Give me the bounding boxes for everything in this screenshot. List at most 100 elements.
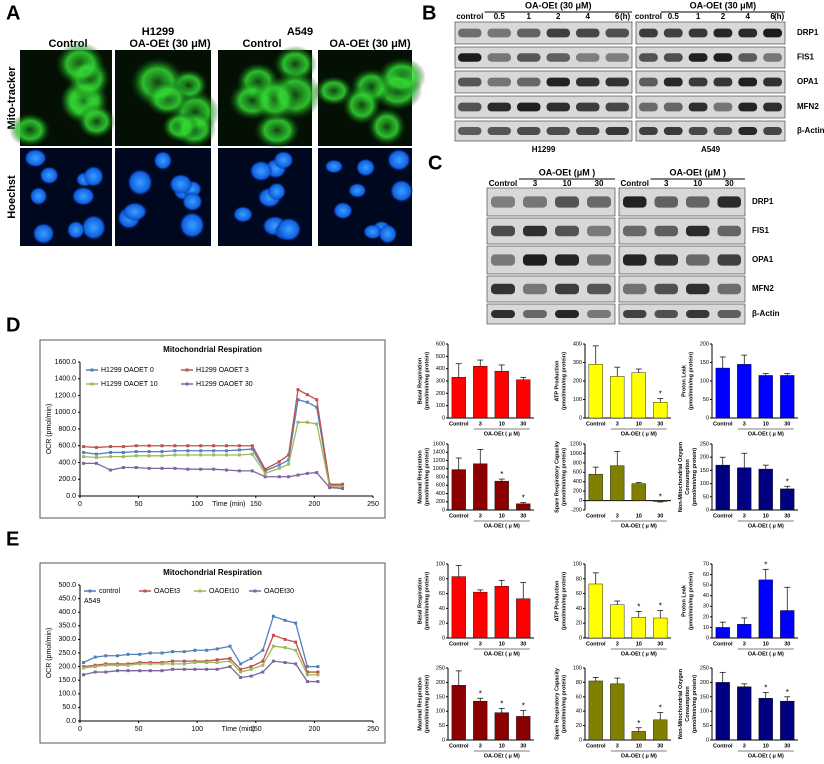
- blot-band: [639, 28, 658, 38]
- bar: [494, 480, 509, 511]
- x-tick-label: 10: [763, 743, 769, 749]
- blot-band: [546, 102, 570, 112]
- blot-band: [717, 254, 741, 266]
- point: [215, 647, 219, 651]
- x-tick-label: 10: [636, 641, 642, 647]
- nucleus: [24, 148, 47, 168]
- x-axis-label: OA-OEt ( μ M): [621, 753, 657, 759]
- point: [249, 674, 253, 678]
- point: [296, 398, 300, 402]
- blot-band: [517, 77, 541, 87]
- protein-label: β-Actin: [752, 309, 780, 318]
- bar: [473, 700, 488, 741]
- bar: [737, 467, 752, 511]
- y-tick-label: 200: [436, 680, 445, 686]
- y-axis-label: (pmol/min/mg protein): [561, 675, 567, 733]
- lane-label: 10: [693, 179, 702, 188]
- nucleus: [355, 158, 376, 177]
- legend-label: OAOEt30: [264, 588, 294, 595]
- legend-swatch: [185, 368, 189, 372]
- point: [315, 398, 319, 402]
- bar: [758, 579, 773, 639]
- y-axis-label: Spare Respiratory Capacity: [554, 440, 560, 513]
- point: [294, 648, 298, 652]
- blot-strip: [454, 120, 633, 142]
- y-axis-label: Proton Leak: [681, 364, 687, 397]
- y-tick-label: 200: [436, 391, 445, 397]
- x-axis-label: OA-OEt ( μ M): [621, 523, 657, 529]
- point: [126, 652, 130, 656]
- treatment-label: OA-OEt (30 μM): [525, 0, 592, 10]
- protein-label: DRP1: [752, 197, 774, 206]
- blot-band: [555, 196, 579, 208]
- y-tick-label: 1000.0: [55, 409, 77, 416]
- blot-band: [458, 127, 482, 135]
- nucleus: [249, 160, 273, 182]
- nucleus: [39, 166, 60, 185]
- point: [173, 444, 177, 448]
- y-axis-label: Basal Respiration: [417, 577, 423, 624]
- blot-band: [587, 196, 611, 208]
- blot-strip: [486, 303, 616, 325]
- y-tick-label: 200: [700, 680, 709, 686]
- y-tick-label: 800: [573, 460, 582, 466]
- micrograph: [9, 41, 116, 147]
- y-tick-label: 150: [700, 468, 709, 474]
- significance-marker: *: [786, 477, 789, 486]
- y-tick-label: 600: [436, 341, 445, 347]
- point: [237, 444, 241, 448]
- protein-label: FIS1: [752, 226, 769, 235]
- y-axis-label: Non-Mitochondrial Oxygen: [678, 668, 684, 739]
- y-tick-label: 40: [576, 709, 582, 715]
- y-tick-label: 1200.0: [55, 392, 77, 399]
- bar: [516, 379, 531, 419]
- mitochondria: [314, 75, 354, 107]
- point: [171, 662, 175, 666]
- mitochondria: [55, 41, 106, 87]
- y-axis-label: ATP Production: [554, 360, 560, 402]
- blot-band: [738, 53, 758, 62]
- y-tick-label: 450.0: [58, 595, 76, 602]
- y-axis-label: Maximal Respiration: [417, 450, 423, 504]
- mitochondria: [254, 111, 301, 149]
- bar: [737, 364, 752, 419]
- y-tick-label: 80: [576, 576, 582, 582]
- x-tick-label: 30: [520, 641, 526, 647]
- bar: [780, 375, 795, 419]
- y-tick-label: 100: [436, 403, 445, 409]
- point: [116, 663, 120, 667]
- blot-band: [738, 28, 758, 38]
- point: [108, 455, 112, 459]
- point: [147, 466, 151, 470]
- point: [315, 471, 319, 475]
- nucleus: [324, 159, 344, 174]
- point: [294, 640, 298, 644]
- point: [263, 471, 267, 475]
- y-tick-label: 200: [436, 499, 445, 505]
- blot-band: [738, 77, 758, 87]
- point: [94, 452, 98, 456]
- point: [121, 466, 125, 470]
- bar: [780, 610, 795, 639]
- panel-label: B: [422, 2, 436, 24]
- point: [228, 665, 232, 669]
- y-tick-label: 400: [573, 341, 582, 347]
- nucleus: [273, 150, 294, 170]
- legend-swatch: [88, 589, 92, 593]
- bar: [588, 364, 603, 419]
- x-axis-label: OA-OEt ( μ M): [484, 651, 520, 657]
- blot-band: [491, 310, 515, 318]
- point: [341, 485, 345, 489]
- y-tick-label: 1200: [433, 458, 445, 464]
- point: [215, 661, 219, 665]
- point: [271, 614, 275, 618]
- series-line: [83, 421, 343, 488]
- blot-band: [763, 102, 782, 112]
- x-tick-label: 100: [191, 501, 203, 508]
- unit-label: (h): [620, 12, 631, 21]
- y-tick-label: 70: [703, 561, 709, 567]
- treatment-label: OA-OEt (μM ): [539, 167, 596, 177]
- legend-label: OAOEt3: [154, 588, 180, 595]
- blot-band: [639, 53, 658, 62]
- x-tick-label: 30: [784, 641, 790, 647]
